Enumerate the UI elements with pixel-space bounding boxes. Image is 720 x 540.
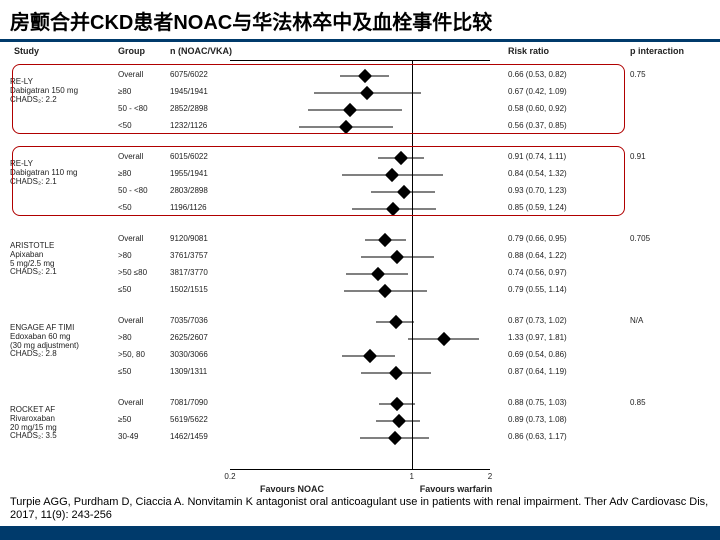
risk-ratio-label: 0.86 (0.63, 1.17) [508,432,618,441]
p-interaction: 0.75 [630,70,690,79]
n-label: 7035/7036 [170,316,228,325]
risk-ratio-label: 0.87 (0.73, 1.02) [508,316,618,325]
n-label: 3761/3757 [170,251,228,260]
point-estimate-marker [388,431,402,445]
risk-ratio-label: 0.87 (0.64, 1.19) [508,367,618,376]
axis-tick: 1 [410,472,414,481]
subgroup-label: ≤50 [118,285,168,294]
subgroup-label: ≥50 [118,415,168,424]
subgroup-label: Overall [118,398,168,407]
study-name: ENGAGE AF TIMIEdoxaban 60 mg(30 mg adjus… [10,324,110,359]
point-estimate-marker [390,250,404,264]
n-label: 2625/2607 [170,333,228,342]
forest-plot-area: Study Group n (NOAC/VKA) Risk ratio p in… [10,46,710,496]
n-label: 7081/7090 [170,398,228,407]
subgroup-label: 30-49 [118,432,168,441]
favours-noac-label: Favours NOAC [260,484,324,494]
n-label: 9120/9081 [170,234,228,243]
header-study: Study [14,46,39,56]
slide-title: 房颤合并CKD患者NOAC与华法林卒中及血栓事件比较 [0,0,720,42]
n-label: 3817/3770 [170,268,228,277]
n-label: 1502/1515 [170,285,228,294]
point-estimate-marker [371,267,385,281]
point-estimate-marker [363,349,377,363]
risk-ratio-label: 1.33 (0.97, 1.81) [508,333,618,342]
point-estimate-marker [378,233,392,247]
risk-ratio-label: 0.74 (0.56, 0.97) [508,268,618,277]
favours-warfarin-label: Favours warfarin [420,484,493,494]
subgroup-label: >50, 80 [118,350,168,359]
footer-bar [0,526,720,540]
subgroup-label: >80 [118,333,168,342]
point-estimate-marker [437,332,451,346]
axis-tick: 2 [488,472,492,481]
subgroup-label: >50 ≤80 [118,268,168,277]
subgroup-label: Overall [118,234,168,243]
n-label: 1462/1459 [170,432,228,441]
header-n: n (NOAC/VKA) [170,46,232,56]
point-estimate-marker [389,366,403,380]
study-highlight-box [12,146,625,216]
subgroup-label: >80 [118,251,168,260]
subgroup-label: Overall [118,316,168,325]
subgroup-label: ≤50 [118,367,168,376]
risk-ratio-label: 0.79 (0.55, 1.14) [508,285,618,294]
risk-ratio-label: 0.88 (0.75, 1.03) [508,398,618,407]
study-name: ROCKET AFRivaroxaban20 mg/15 mgCHADS₂: 3… [10,406,110,441]
n-label: 5619/5622 [170,415,228,424]
point-estimate-marker [390,397,404,411]
citation-text: Turpie AGG, Purdham D, Ciaccia A. Nonvit… [10,496,710,522]
axis-tick: 0.2 [224,472,235,481]
point-estimate-marker [389,315,403,329]
study-highlight-box [12,64,625,134]
study-name: ARISTOTLEApixaban5 mg/2.5 mgCHADS₂: 2.1 [10,242,110,277]
risk-ratio-label: 0.79 (0.66, 0.95) [508,234,618,243]
p-interaction: N/A [630,316,690,325]
header-pint: p interaction [630,46,684,56]
n-label: 3030/3066 [170,350,228,359]
point-estimate-marker [378,284,392,298]
header-rr: Risk ratio [508,46,549,56]
risk-ratio-label: 0.69 (0.54, 0.86) [508,350,618,359]
header-group: Group [118,46,145,56]
p-interaction: 0.91 [630,152,690,161]
risk-ratio-label: 0.89 (0.73, 1.08) [508,415,618,424]
point-estimate-marker [391,414,405,428]
n-label: 1309/1311 [170,367,228,376]
p-interaction: 0.85 [630,398,690,407]
risk-ratio-label: 0.88 (0.64, 1.22) [508,251,618,260]
p-interaction: 0.705 [630,234,690,243]
